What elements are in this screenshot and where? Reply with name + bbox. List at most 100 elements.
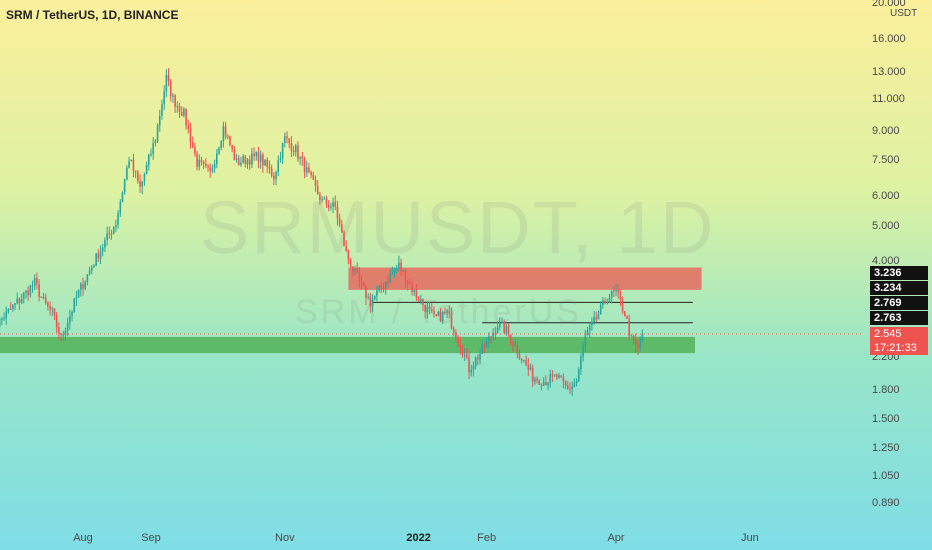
candle xyxy=(110,229,113,240)
candle xyxy=(641,329,644,343)
candle xyxy=(595,311,598,323)
candle xyxy=(273,172,275,185)
candle xyxy=(174,94,176,113)
candle xyxy=(90,265,93,275)
candle xyxy=(139,174,141,193)
candle xyxy=(189,122,192,149)
candle xyxy=(244,154,247,168)
candle xyxy=(310,170,312,179)
candle xyxy=(518,349,521,360)
candle xyxy=(365,285,367,306)
candle xyxy=(117,210,119,229)
candle xyxy=(461,345,464,359)
candle xyxy=(88,266,91,276)
candle xyxy=(389,268,391,284)
candle xyxy=(409,279,411,286)
candle xyxy=(593,311,595,326)
candle xyxy=(584,329,587,353)
candle xyxy=(330,202,332,211)
candle xyxy=(420,294,422,305)
candle xyxy=(264,159,266,167)
candle xyxy=(104,237,106,253)
candle xyxy=(303,156,306,179)
candle xyxy=(14,303,16,311)
candle xyxy=(216,148,218,169)
candle xyxy=(597,310,600,320)
candle xyxy=(42,292,45,300)
candle xyxy=(305,160,308,177)
candle xyxy=(60,333,62,342)
price-tick-label: 16.000 xyxy=(872,32,906,45)
candle xyxy=(492,328,494,341)
candle xyxy=(62,330,65,341)
candle xyxy=(128,156,130,169)
candle xyxy=(106,226,108,246)
candle xyxy=(29,284,32,298)
candle xyxy=(240,156,242,167)
candle xyxy=(202,160,205,169)
candle xyxy=(248,155,251,170)
candle xyxy=(137,170,139,184)
chart-area[interactable]: SRMUSDT, 1D SRM / TetherUS SRM / TetherU… xyxy=(0,0,862,528)
candle xyxy=(384,280,387,295)
candle xyxy=(602,296,604,309)
candle xyxy=(417,296,420,302)
time-tick-label: Nov xyxy=(275,532,295,544)
candle xyxy=(119,199,122,217)
candle xyxy=(301,151,304,166)
candle xyxy=(516,342,519,359)
candle xyxy=(95,253,97,267)
candle xyxy=(369,292,372,313)
candle xyxy=(391,266,394,276)
candle xyxy=(145,161,148,175)
time-axis[interactable]: Aug Sep Nov 2022 Feb Apr Jun xyxy=(0,528,862,550)
candle xyxy=(161,99,163,120)
candle xyxy=(108,226,111,240)
price-level-label: 3.234 xyxy=(870,281,928,295)
candle xyxy=(571,381,573,397)
candle xyxy=(523,359,525,363)
candle xyxy=(9,302,12,310)
candle xyxy=(86,274,89,286)
candle xyxy=(459,336,462,355)
candle xyxy=(549,369,552,388)
candle xyxy=(82,277,84,296)
candle xyxy=(12,304,14,312)
bar-countdown-label: 17:21:33 xyxy=(870,341,928,356)
time-tick-label: Feb xyxy=(477,532,497,544)
candle xyxy=(101,243,104,257)
candle xyxy=(393,267,396,279)
candle xyxy=(154,138,157,147)
time-tick-label: Jun xyxy=(740,532,759,544)
candle xyxy=(538,379,541,386)
candle xyxy=(292,145,295,157)
candle xyxy=(275,170,277,186)
candle xyxy=(152,137,154,160)
candle xyxy=(626,315,628,319)
candle xyxy=(520,358,523,364)
candle xyxy=(400,258,402,276)
candle xyxy=(382,282,385,293)
candle xyxy=(143,172,146,186)
candle xyxy=(490,336,492,344)
candlestick-plot[interactable] xyxy=(0,0,862,528)
candle xyxy=(450,307,453,330)
price-tick-label: 7.500 xyxy=(872,154,900,167)
resistance-zone[interactable] xyxy=(348,267,702,290)
candle xyxy=(468,350,470,380)
price-axis-unit: USDT xyxy=(890,8,918,19)
candle xyxy=(591,317,593,331)
candle xyxy=(325,195,328,208)
candle xyxy=(558,373,560,380)
candle xyxy=(281,142,284,165)
candle xyxy=(172,92,174,103)
candle xyxy=(246,158,249,169)
candle xyxy=(494,326,497,341)
candle xyxy=(180,106,183,117)
price-axis[interactable]: USDT 20.000 16.000 13.000 11.000 9.000 7.500 6… xyxy=(862,0,932,528)
candle xyxy=(573,378,576,388)
symbol-legend[interactable]: SRM / TetherUS, 1D, BINANCE xyxy=(6,8,179,22)
support-zone[interactable] xyxy=(0,336,695,354)
candle xyxy=(604,297,606,305)
candle xyxy=(294,143,297,157)
